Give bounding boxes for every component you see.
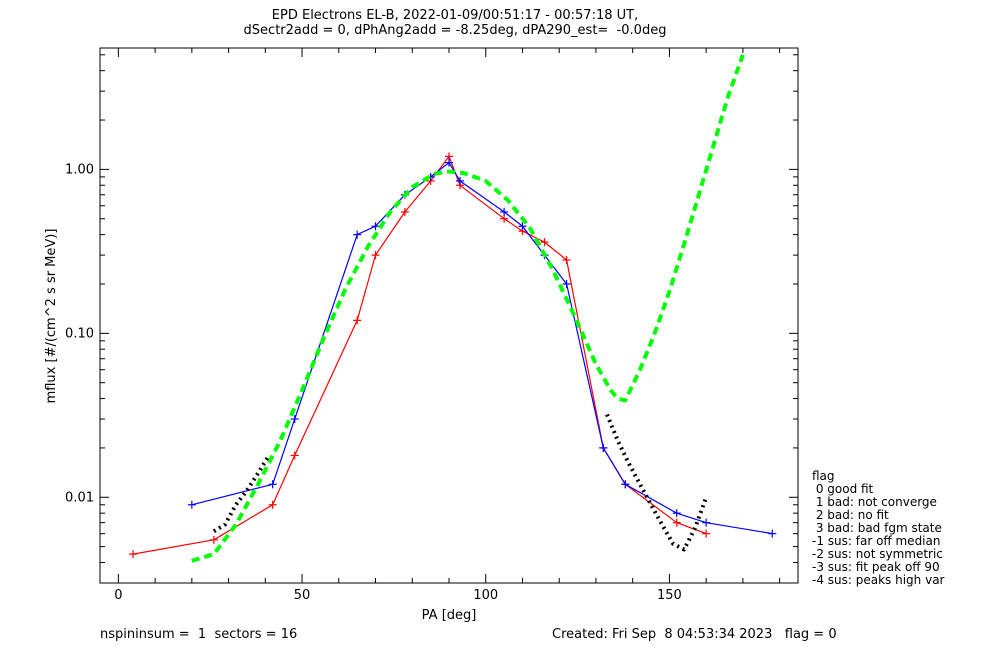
plot-frame bbox=[99, 47, 799, 584]
x-tick-label-3: 150 bbox=[657, 588, 682, 603]
flag-legend: flag 0 good fit 1 bad: not converge 2 ba… bbox=[812, 470, 944, 587]
legend-item-flag-minus-2: -2 sus: not symmetric bbox=[812, 547, 943, 561]
legend-item-flag-2: 2 bad: no fit bbox=[812, 508, 889, 522]
x-axis-label: PA [deg] bbox=[422, 608, 477, 623]
x-tick-label-1: 50 bbox=[294, 588, 311, 603]
series-1-point-12 bbox=[562, 279, 571, 288]
series-1-point-2 bbox=[290, 415, 299, 424]
series-1-line bbox=[191, 162, 773, 535]
series-0-point-1 bbox=[209, 535, 218, 544]
series-1-point-7 bbox=[445, 158, 453, 167]
legend-item-flag-0: 0 good fit bbox=[812, 482, 874, 496]
series-0-point-0 bbox=[129, 550, 138, 559]
series-0-point-16 bbox=[672, 518, 681, 527]
axes-layer: 0 50 100 150 0.01 0.10 1.00 bbox=[65, 48, 798, 603]
footer-spin-info: nspininsum = 1 sectors = 16 bbox=[100, 627, 298, 642]
series-1-point-3 bbox=[353, 230, 362, 239]
series-1-point-0 bbox=[187, 500, 196, 509]
series-1-point-9 bbox=[500, 207, 509, 216]
series-1-point-8 bbox=[456, 176, 465, 185]
legend-item-flag-minus-3: -3 sus: fit peak off 90 bbox=[812, 560, 940, 574]
series-0-point-3 bbox=[290, 451, 299, 460]
legend-item-flag-minus-1: -1 sus: far off median bbox=[812, 534, 941, 548]
series-1-point-10 bbox=[518, 222, 527, 231]
series-1-point-14 bbox=[621, 480, 630, 489]
y-tick-label-0: 0.01 bbox=[65, 490, 94, 505]
footer-created-info: Created: Fri Sep 8 04:53:34 2023 flag = … bbox=[552, 627, 837, 642]
series-1-point-1 bbox=[268, 480, 277, 489]
series-0-point-4 bbox=[353, 316, 362, 325]
y-tick-label-2: 1.00 bbox=[65, 162, 94, 177]
legend-item-flag-3: 3 bad: bad fgm state bbox=[812, 521, 942, 535]
series-1-point-15 bbox=[672, 509, 681, 518]
y-tick-label-1: 0.10 bbox=[65, 326, 94, 341]
series-1-point-13 bbox=[599, 443, 608, 452]
series-0-point-5 bbox=[371, 251, 380, 260]
legend-item-flag-1: 1 bad: not converge bbox=[812, 495, 937, 509]
chart-title-line-2: dSectr2add = 0, dPhAng2add = -8.25deg, d… bbox=[243, 23, 667, 38]
series-0-point-6 bbox=[400, 207, 409, 216]
series-0-point-17 bbox=[702, 529, 711, 538]
data-layer bbox=[129, 54, 777, 563]
x-tick-label-2: 100 bbox=[473, 588, 498, 603]
series-0-point-2 bbox=[268, 500, 277, 509]
x-tick-label-0: 0 bbox=[114, 588, 122, 603]
legend-item-flag-minus-4: -4 sus: peaks high var bbox=[812, 573, 945, 587]
series-0-point-10 bbox=[500, 214, 509, 223]
series-1-point-4 bbox=[371, 222, 380, 231]
data-clip-group bbox=[129, 54, 777, 563]
series-1-point-16 bbox=[702, 518, 711, 527]
series-0-point-12 bbox=[540, 238, 549, 247]
series-0-point-13 bbox=[562, 256, 571, 265]
series-1-point-17 bbox=[768, 529, 777, 538]
series-0-line bbox=[132, 155, 707, 555]
series-3-line bbox=[212, 454, 271, 534]
y-axis-label: mflux [#/(cm^2 s sr MeV)] bbox=[44, 229, 59, 404]
series-4-line bbox=[605, 413, 709, 552]
legend-title: flag bbox=[812, 469, 835, 483]
series-2-line bbox=[191, 54, 745, 563]
chart-title-line-1: EPD Electrons EL-B, 2022-01-09/00:51:17 … bbox=[271, 8, 639, 23]
